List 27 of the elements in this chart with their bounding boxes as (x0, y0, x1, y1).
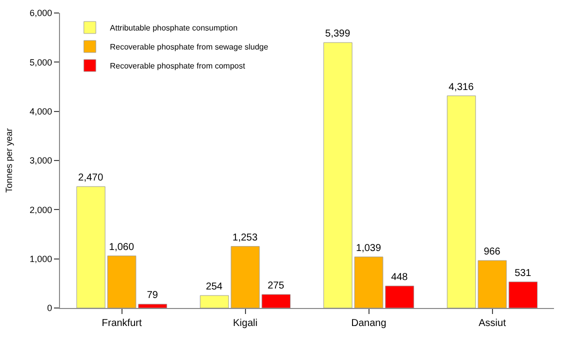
x-tick-label: Danang (351, 318, 386, 329)
data-label: 1,039 (356, 242, 382, 254)
data-label: 4,316 (448, 82, 474, 93)
y-tick-label: 5,000 (30, 57, 52, 68)
data-label: 531 (514, 268, 532, 279)
x-tick-label: Assiut (478, 318, 506, 329)
data-label: 966 (484, 246, 501, 258)
data-label: 448 (391, 272, 408, 283)
y-tick-label: 3,000 (30, 156, 52, 166)
data-label: 275 (268, 280, 285, 292)
data-label: 1,253 (232, 232, 258, 244)
y-tick-label: 2,000 (30, 204, 52, 215)
y-tick-label: 6,000 (30, 8, 52, 18)
y-axis-title: Tonnes per year (4, 128, 14, 193)
y-tick-label: 4,000 (30, 106, 52, 116)
data-label: 79 (146, 290, 158, 302)
x-tick-label: Frankfurt (102, 318, 142, 329)
legend-label: Recoverable phosphate from compost (110, 62, 246, 71)
legend-label: Attributable phosphate consumption (110, 24, 238, 33)
data-label: 2,470 (78, 172, 104, 184)
data-label: 1,060 (109, 242, 134, 253)
legend-label: Recoverable phosphate from sewage sludge (110, 42, 269, 52)
data-label: 5,399 (325, 28, 351, 40)
x-tick-label: Kigali (233, 318, 258, 329)
y-tick-label: 0 (47, 303, 52, 314)
data-label: 254 (206, 282, 223, 293)
y-tick-label: 1,000 (30, 254, 52, 264)
